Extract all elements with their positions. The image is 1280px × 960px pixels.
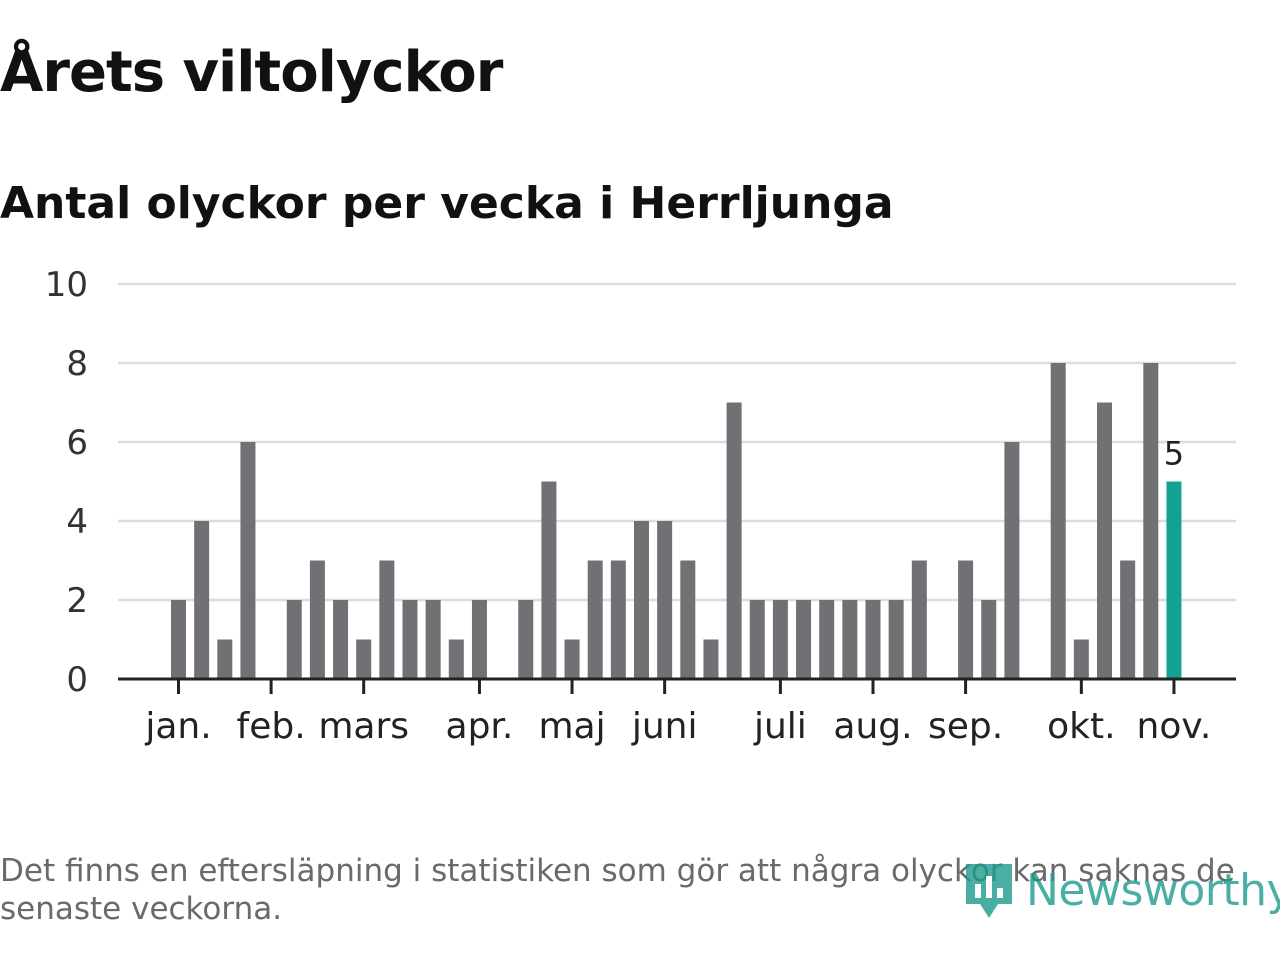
bar xyxy=(1120,560,1136,679)
bar xyxy=(634,521,649,679)
bar-value-label: 5 xyxy=(1164,435,1184,473)
bar xyxy=(471,600,487,679)
bar xyxy=(981,600,997,679)
bar xyxy=(911,560,927,679)
x-tick-label: juli xyxy=(753,706,807,747)
y-tick-label: 0 xyxy=(66,660,88,700)
bar xyxy=(703,639,719,679)
x-tick-label: mars xyxy=(318,706,409,747)
bar xyxy=(402,600,418,679)
bar xyxy=(564,639,580,679)
bar xyxy=(171,600,186,679)
bar xyxy=(587,560,603,679)
y-tick-label: 4 xyxy=(66,502,88,542)
bar xyxy=(888,600,904,679)
bar xyxy=(842,600,858,679)
bar xyxy=(425,600,441,679)
bar xyxy=(518,600,534,679)
bar xyxy=(194,521,210,679)
bar-chart: 0 2 4 6 8 10 5 jan. feb. mars apr. maj juni juli aug. s… xyxy=(45,265,1236,747)
bar xyxy=(819,600,835,679)
x-tick-label: apr. xyxy=(446,706,514,747)
bar xyxy=(680,560,696,679)
bar xyxy=(1073,639,1089,679)
newsworthy-icon xyxy=(966,864,1012,918)
bar xyxy=(286,600,302,679)
bar xyxy=(1004,442,1020,679)
x-tick-label: jan. xyxy=(144,706,211,747)
chart-title: Årets viltolyckor xyxy=(0,40,503,105)
footnote: Det finns en eftersläpning i statistiken… xyxy=(0,853,1235,927)
newsworthy-logo: Newsworthy xyxy=(962,858,1280,922)
y-tick-label: 8 xyxy=(66,344,88,384)
bar xyxy=(309,560,325,679)
y-tick-label: 6 xyxy=(66,423,88,463)
bar xyxy=(610,560,626,679)
bar xyxy=(541,481,557,679)
bar xyxy=(1097,402,1112,679)
bar xyxy=(356,639,372,679)
bar xyxy=(1143,363,1159,679)
y-tick-label: 10 xyxy=(45,265,88,305)
bar xyxy=(1050,363,1066,679)
x-tick-label: juni xyxy=(631,706,698,747)
x-tick-label: sep. xyxy=(928,706,1003,747)
bar xyxy=(657,521,673,679)
y-tick-label: 2 xyxy=(66,581,88,621)
bar xyxy=(796,600,812,679)
bar xyxy=(865,600,881,679)
bar xyxy=(1166,481,1182,679)
chart-subtitle: Antal olyckor per vecka i Herrljunga xyxy=(0,178,894,229)
x-tick-label: maj xyxy=(538,706,605,747)
x-tick-label: okt. xyxy=(1047,706,1115,747)
x-tick-label: aug. xyxy=(833,706,912,747)
bar xyxy=(958,560,974,679)
x-tick-label: nov. xyxy=(1137,706,1212,747)
brand-name: Newsworthy xyxy=(1026,864,1280,916)
bar xyxy=(448,639,464,679)
bar xyxy=(333,600,349,679)
bar xyxy=(772,600,788,679)
bar xyxy=(240,442,256,679)
bar xyxy=(379,560,395,679)
bar xyxy=(217,639,233,679)
x-tick-label: feb. xyxy=(237,706,306,747)
bar xyxy=(749,600,765,679)
bar xyxy=(726,402,742,679)
